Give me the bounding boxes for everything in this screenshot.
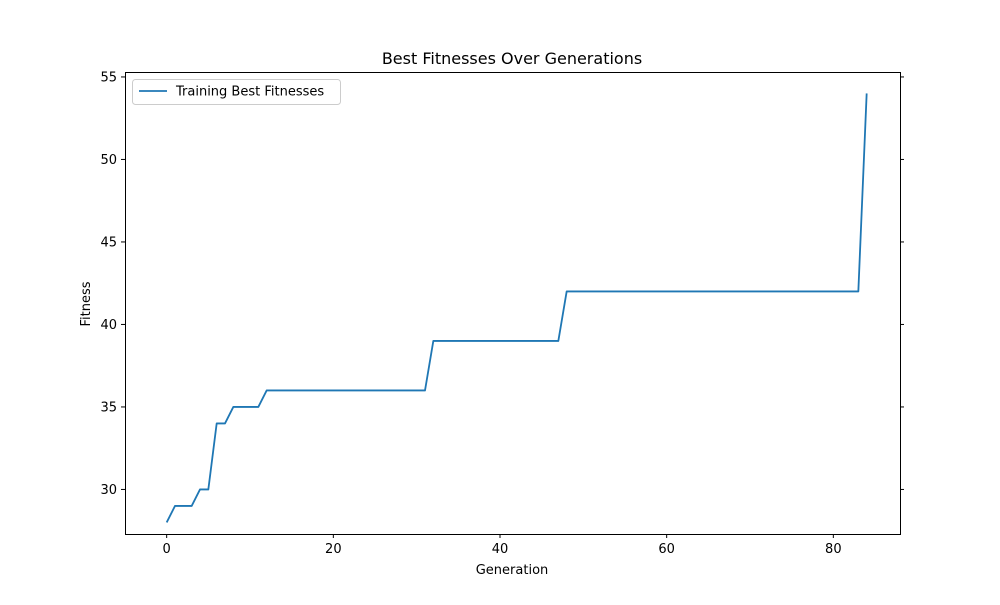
y-tick-label: 55	[100, 70, 117, 85]
legend-box	[132, 79, 341, 105]
y-axis-label: Fitness	[79, 281, 94, 326]
y-tick-label: 45	[100, 235, 117, 250]
y-tick-label: 50	[100, 153, 117, 168]
x-tick-label: 0	[163, 542, 171, 557]
x-axis-label: Generation	[476, 563, 549, 578]
y-tick-label: 30	[100, 483, 117, 498]
series-line-training-best-fitnesses	[165, 93, 868, 523]
x-tick-label: 60	[658, 542, 675, 557]
x-tick-label: 20	[325, 542, 342, 557]
x-tick-label: 40	[492, 542, 509, 557]
legend: Training Best Fitnesses	[132, 79, 341, 105]
legend-entry-label: Training Best Fitnesses	[175, 85, 324, 100]
chart-title: Best Fitnesses Over Generations	[382, 49, 642, 68]
x-tick-label: 80	[825, 542, 842, 557]
plot-area-frame	[125, 72, 901, 535]
y-tick-label: 40	[100, 318, 117, 333]
y-tick-label: 35	[100, 400, 117, 415]
